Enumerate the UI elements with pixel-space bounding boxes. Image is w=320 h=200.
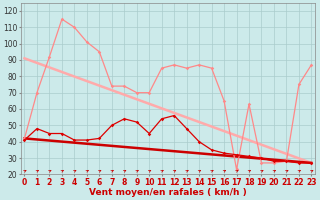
X-axis label: Vent moyen/en rafales ( km/h ): Vent moyen/en rafales ( km/h ) (89, 188, 247, 197)
